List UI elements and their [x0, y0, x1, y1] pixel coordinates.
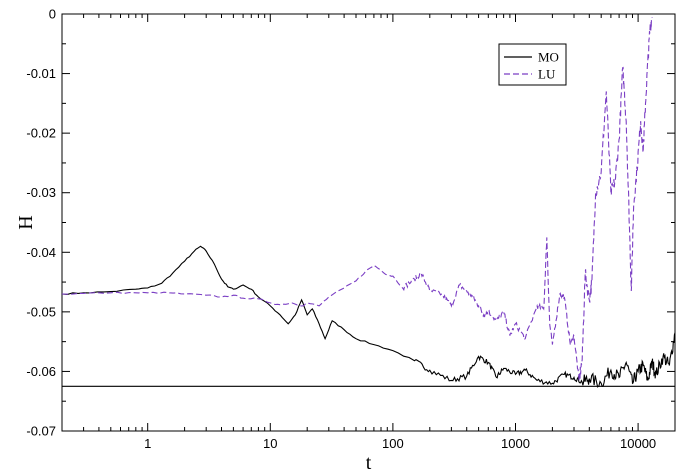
series-line-lu [61, 16, 653, 381]
x-axis-label: t [366, 452, 372, 473]
series-group [61, 16, 676, 388]
x-tick-label: 1 [144, 436, 151, 451]
y-tick-label: 0 [49, 7, 56, 22]
y-tick-label: -0.05 [26, 304, 56, 319]
x-tick-label: 10 [263, 436, 277, 451]
y-tick-label: -0.04 [26, 245, 56, 260]
plot-frame [61, 13, 676, 432]
axis-ticks: 1 10 100 1000 10000 0 -0.01 -0.02 -0.03 -0.04 -0.0… [26, 7, 676, 451]
x-tick-label: 100 [382, 436, 404, 451]
series-line-mo [61, 245, 676, 388]
y-tick-label: -0.03 [26, 185, 56, 200]
x-tick-label: 1000 [501, 436, 530, 451]
y-tick-label: -0.06 [26, 364, 56, 379]
legend-box [498, 43, 567, 86]
legend-label-lu: LU [538, 67, 556, 82]
y-tick-label: -0.07 [26, 424, 56, 439]
x-tick-label: 10000 [620, 436, 656, 451]
legend-label-mo: MO [538, 50, 559, 65]
y-tick-label: -0.02 [26, 126, 56, 141]
y-axis-label: H [15, 215, 37, 229]
legend: MO LU [498, 43, 567, 86]
y-tick-label: -0.01 [26, 66, 56, 81]
